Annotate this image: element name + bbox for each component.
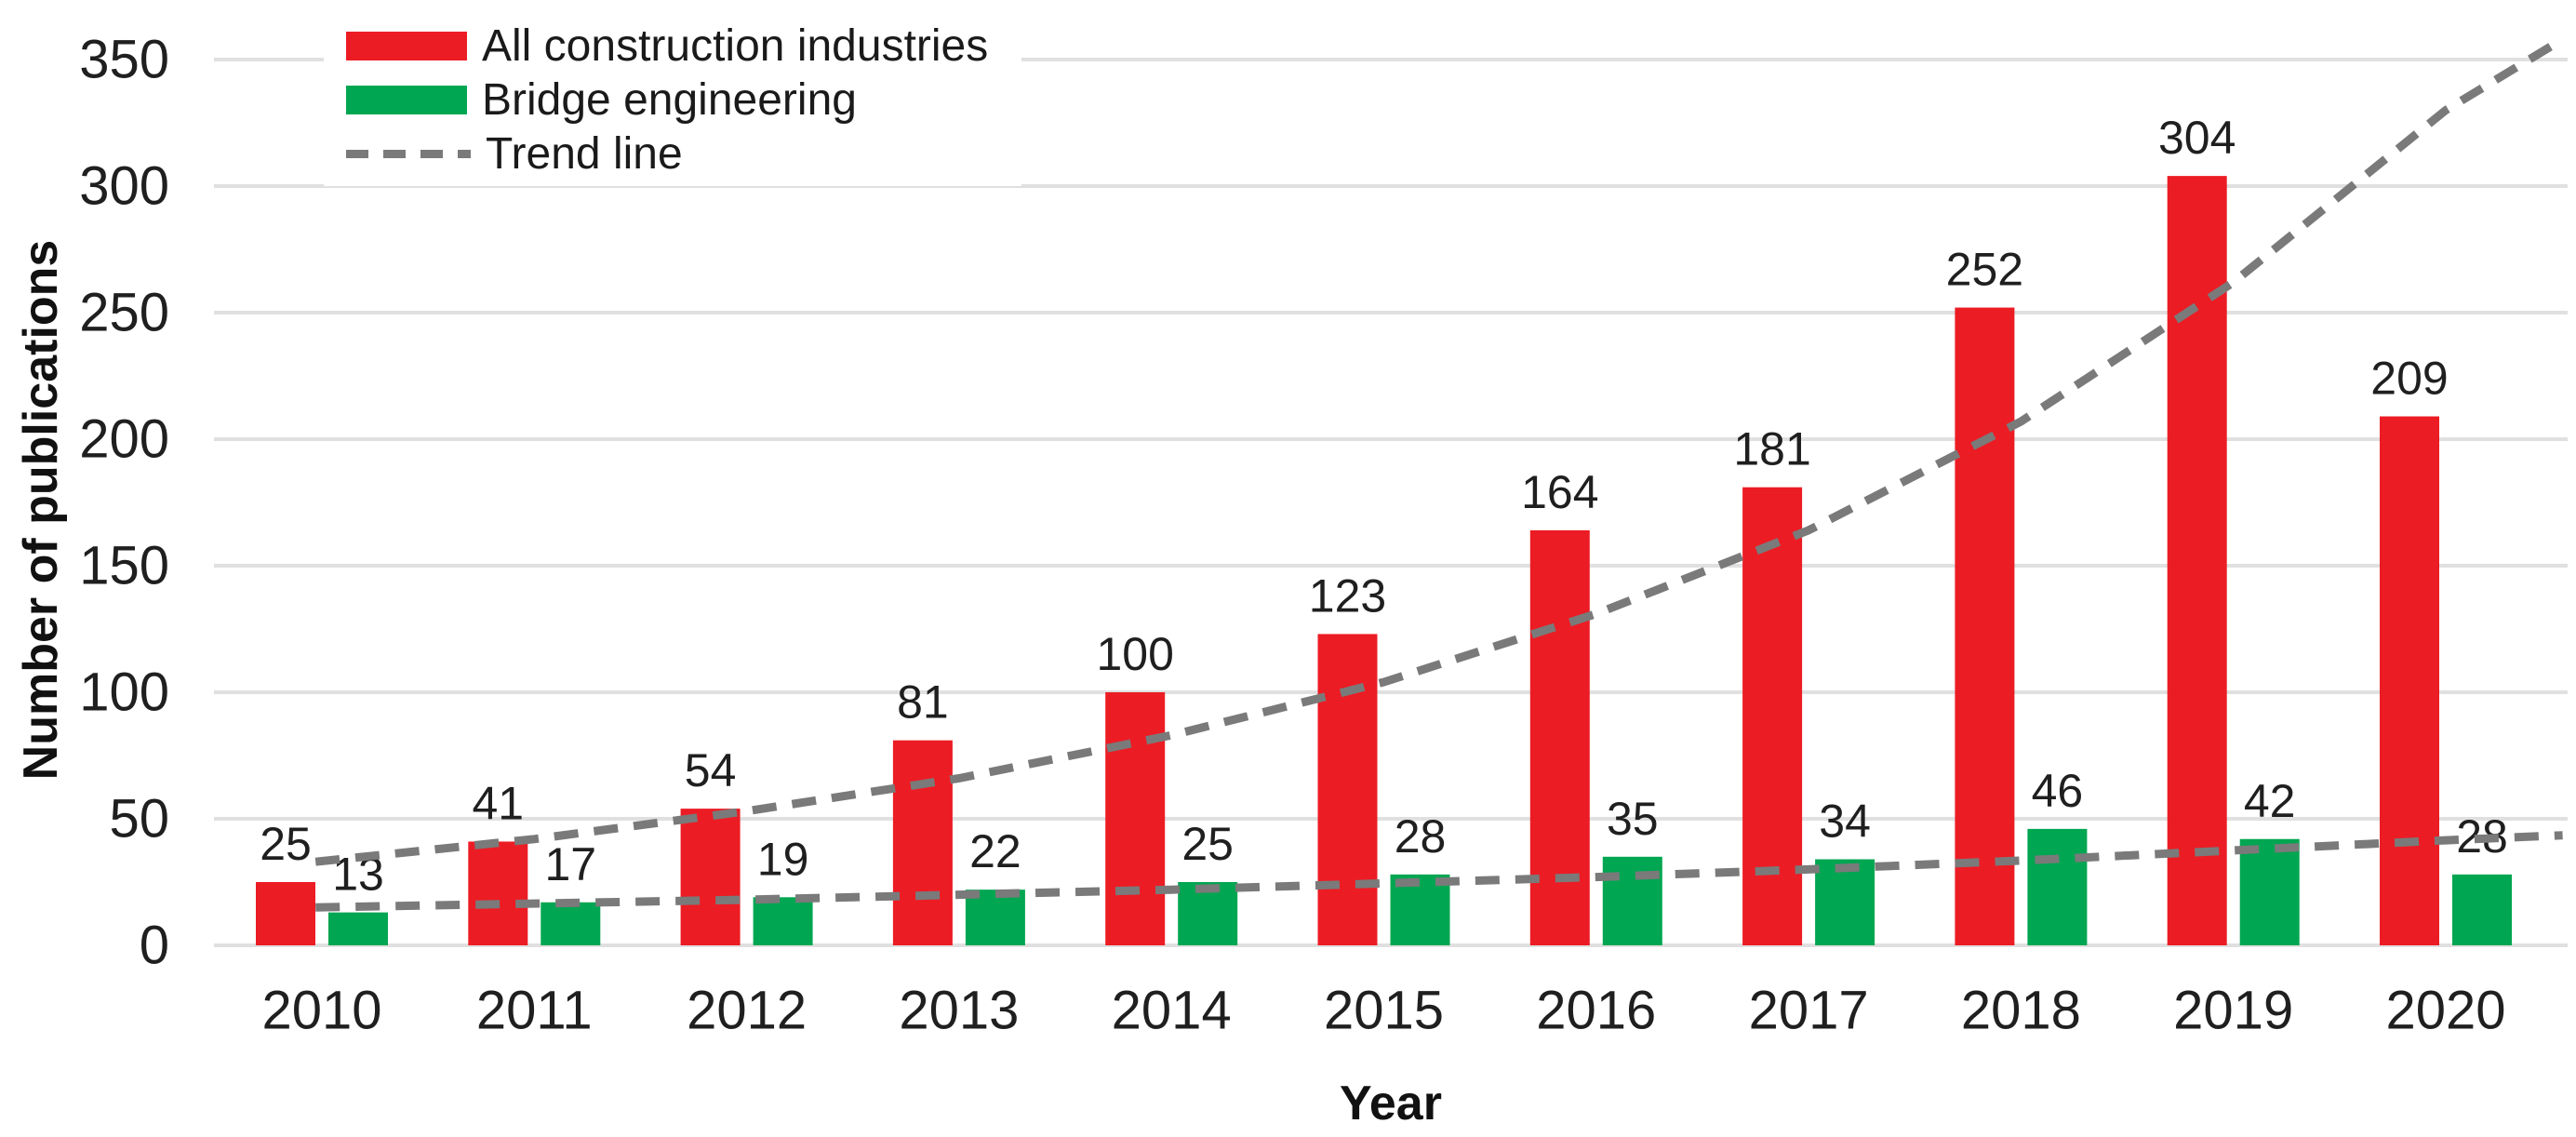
bar-all-construction-2019: [2167, 176, 2227, 945]
y-tick-50: 50: [109, 789, 169, 849]
legend-item-trend-line: Trend line: [346, 127, 988, 181]
x-tick-2015: 2015: [1324, 981, 1444, 1041]
legend-label-trend-line: Trend line: [486, 128, 683, 179]
bar-bridge-engineering-2016: [1602, 856, 1662, 945]
legend-swatch-bridge-engineering: [346, 85, 467, 114]
x-tick-2018: 2018: [1961, 981, 2081, 1041]
y-tick-300: 300: [79, 156, 169, 217]
bar-label-bridge-engineering-2019: 42: [2244, 775, 2296, 827]
bar-bridge-engineering-2013: [965, 890, 1025, 945]
bar-label-all-construction-2012: 54: [685, 744, 737, 796]
bar-bridge-engineering-2012: [753, 897, 813, 945]
x-tick-2017: 2017: [1749, 981, 1869, 1041]
bar-all-construction-2016: [1529, 529, 1590, 945]
bar-bridge-engineering-2010: [328, 912, 388, 945]
bar-bridge-engineering-2011: [541, 902, 601, 945]
x-tick-2013: 2013: [899, 981, 1019, 1041]
y-tick-0: 0: [140, 916, 169, 976]
bar-all-construction-2015: [1317, 634, 1378, 945]
y-axis-title: Number of publications: [14, 239, 68, 781]
bar-label-bridge-engineering-2014: 25: [1181, 818, 1234, 870]
bar-label-bridge-engineering-2013: 22: [969, 825, 1021, 877]
y-tick-100: 100: [79, 662, 169, 723]
bar-all-construction-2013: [892, 740, 953, 945]
bar-label-all-construction-2019: 304: [2158, 112, 2236, 164]
bar-label-bridge-engineering-2011: 17: [544, 838, 596, 890]
bar-label-all-construction-2013: 81: [897, 676, 949, 729]
legend-item-all-construction: All construction industries: [346, 19, 988, 73]
legend-label-bridge-engineering: Bridge engineering: [482, 74, 857, 125]
bar-label-all-construction-2015: 123: [1309, 569, 1386, 622]
trend-line-bridge-engineering: [315, 831, 2563, 912]
x-tick-2011: 2011: [476, 981, 593, 1041]
bar-label-all-construction-2011: 41: [472, 777, 524, 829]
bar-bridge-engineering-2019: [2239, 838, 2300, 945]
bar-label-all-construction-2017: 181: [1733, 423, 1810, 475]
y-tick-200: 200: [79, 409, 169, 470]
y-tick-150: 150: [79, 536, 169, 596]
x-tick-2014: 2014: [1112, 981, 1232, 1041]
bar-label-all-construction-2010: 25: [260, 818, 312, 870]
bar-label-bridge-engineering-2017: 34: [1819, 796, 1871, 848]
x-tick-2010: 2010: [261, 981, 381, 1041]
bar-bridge-engineering-2017: [1815, 859, 1875, 945]
bar-all-construction-2012: [680, 809, 741, 945]
x-axis-title: Year: [1340, 1077, 1442, 1130]
y-tick-250: 250: [79, 283, 169, 343]
bar-all-construction-2010: [256, 882, 315, 945]
bar-all-construction-2014: [1105, 692, 1166, 945]
legend-dash-icon: [346, 149, 471, 158]
bar-bridge-engineering-2018: [2027, 828, 2088, 945]
bar-label-bridge-engineering-2016: 35: [1607, 793, 1659, 845]
legend-label-all-construction: All construction industries: [482, 20, 989, 71]
y-tick-350: 350: [79, 30, 169, 90]
bar-all-construction-2018: [1955, 307, 2015, 945]
legend: All construction industries Bridge engin…: [324, 13, 1022, 186]
x-tick-2020: 2020: [2385, 981, 2505, 1041]
bar-label-all-construction-2014: 100: [1096, 628, 1173, 680]
bar-label-bridge-engineering-2018: 46: [2032, 765, 2084, 817]
bar-label-all-construction-2020: 209: [2370, 353, 2448, 405]
bar-label-bridge-engineering-2015: 28: [1395, 810, 1447, 863]
x-tick-2019: 2019: [2173, 981, 2293, 1041]
x-tick-2012: 2012: [687, 981, 807, 1041]
legend-item-bridge-engineering: Bridge engineering: [346, 73, 988, 127]
bar-all-construction-2017: [1742, 487, 1803, 945]
legend-swatch-all-construction: [346, 31, 467, 60]
bar-all-construction-2011: [468, 841, 528, 945]
bar-bridge-engineering-2020: [2452, 874, 2512, 945]
bar-label-all-construction-2016: 164: [1521, 466, 1598, 518]
bar-label-bridge-engineering-2012: 19: [757, 833, 809, 885]
bar-label-all-construction-2018: 252: [1946, 244, 2023, 296]
bar-all-construction-2020: [2380, 416, 2439, 945]
x-tick-2016: 2016: [1536, 981, 1656, 1041]
